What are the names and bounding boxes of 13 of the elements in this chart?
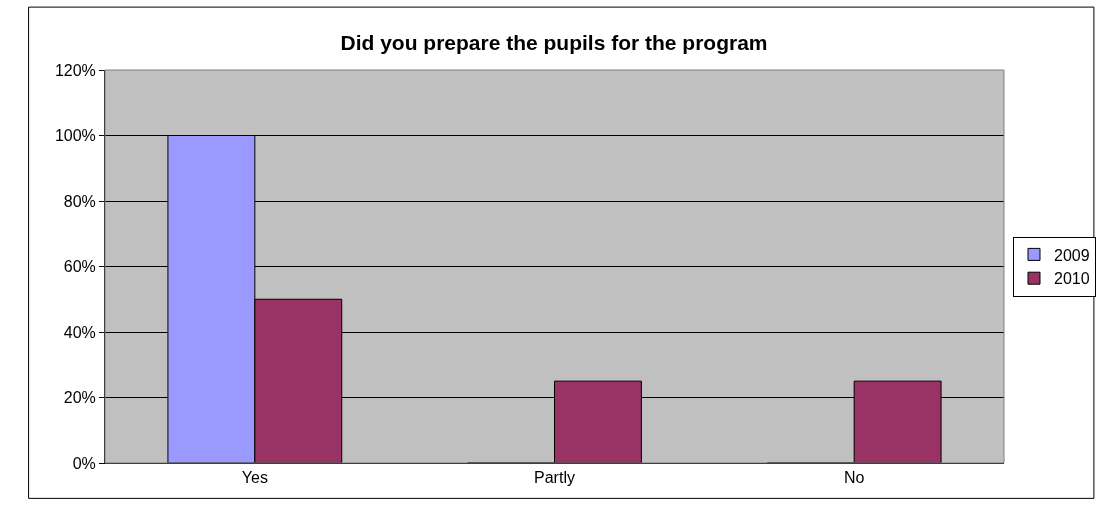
legend-label: 2010 (1053, 270, 1090, 288)
x-tick-label: Yes (241, 469, 268, 487)
y-tick-label: 100% (54, 127, 96, 145)
x-tick-label: Partly (534, 469, 575, 487)
y-tick-label: 0% (72, 454, 96, 472)
legend-label: 2009 (1053, 246, 1090, 264)
y-tick-label: 40% (63, 323, 96, 341)
y-tick-label: 120% (54, 61, 96, 79)
chart-title: Did you prepare the pupils for the program (340, 31, 768, 55)
y-tick-label: 20% (63, 389, 96, 407)
y-tick-label: 60% (63, 258, 96, 276)
y-tick-label: 80% (63, 192, 96, 210)
x-tick-label: No (843, 469, 865, 487)
